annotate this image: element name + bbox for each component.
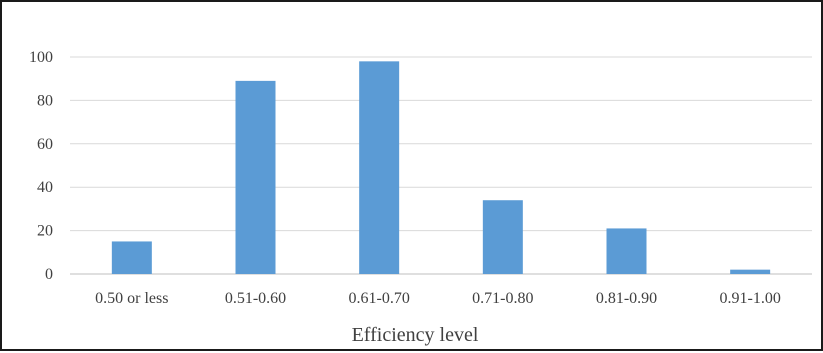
y-tick-label: 20	[37, 223, 53, 240]
y-tick-label: 60	[37, 136, 53, 153]
x-tick-label: 0.81-0.90	[596, 290, 657, 307]
bar	[606, 228, 647, 274]
y-tick-label: 40	[37, 179, 53, 196]
y-tick-label: 100	[29, 49, 53, 66]
x-tick-label: 0.91-1.00	[720, 290, 781, 307]
y-tick-label: 80	[37, 92, 53, 109]
y-axis-ticks: 0 20 40 60 80 100	[29, 49, 53, 283]
bar	[482, 200, 523, 274]
bar	[235, 80, 276, 275]
bar	[730, 269, 771, 274]
x-tick-label: 0.61-0.70	[349, 290, 410, 307]
bars	[111, 61, 771, 275]
x-tick-label: 0.51-0.60	[225, 290, 286, 307]
gridlines	[70, 56, 812, 275]
x-tick-label: 0.71-0.80	[472, 290, 533, 307]
y-tick-label: 0	[45, 266, 53, 283]
bar	[111, 241, 152, 274]
x-axis-ticks: 0.50 or less 0.51-0.60 0.61-0.70 0.71-0.80 0…	[95, 290, 781, 307]
bar	[359, 61, 400, 275]
x-axis-title: Efficiency level	[352, 324, 479, 346]
x-tick-label: 0.50 or less	[95, 290, 168, 307]
